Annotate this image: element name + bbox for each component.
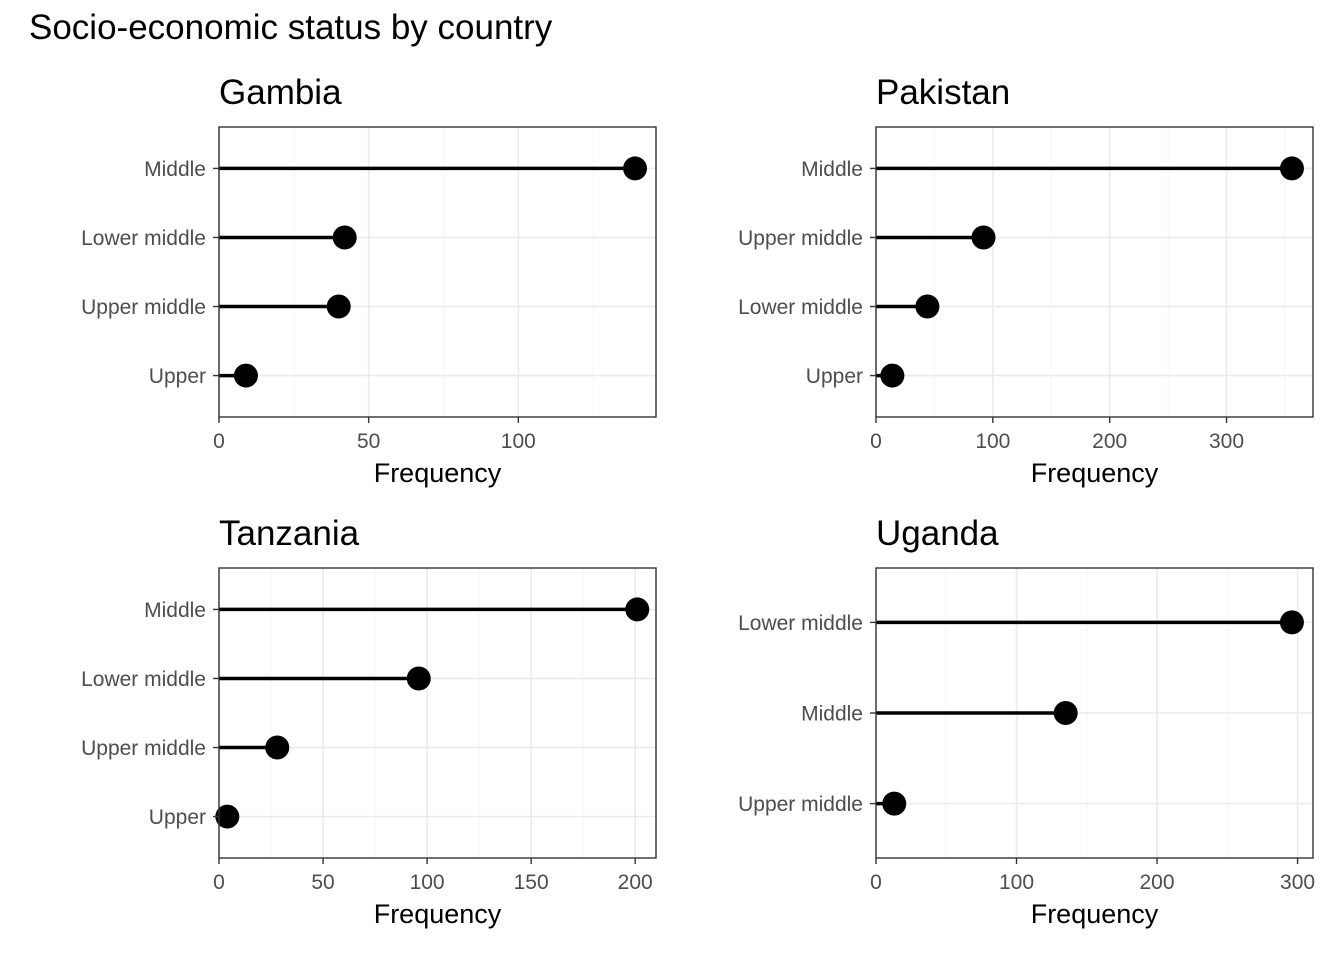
panel-title: Gambia (219, 73, 342, 112)
lollipop-point (406, 666, 431, 691)
x-tick-label: 50 (311, 871, 334, 894)
lollipop-point (882, 791, 907, 816)
category-label: Upper (806, 365, 863, 388)
category-label: Middle (144, 599, 206, 622)
lollipop-point (215, 804, 240, 829)
x-tick-label: 200 (618, 871, 653, 894)
panel-gambia: Middle Lower middle Upper middle Upper 0 50 10… (81, 73, 657, 488)
x-tick-label: 50 (357, 430, 380, 453)
x-axis-title: Frequency (374, 458, 502, 488)
panel-background (219, 127, 656, 417)
lollipop-point (326, 294, 351, 319)
x-tick-label: 300 (1209, 430, 1244, 453)
lollipop-point (332, 225, 357, 250)
x-tick-label: 0 (213, 430, 225, 453)
x-tick-label: 150 (514, 871, 549, 894)
lollipop-point (233, 363, 258, 388)
category-label: Middle (144, 158, 206, 181)
lollipop-point (880, 363, 905, 388)
panel-background (876, 127, 1313, 417)
x-axis-title: Frequency (1031, 899, 1159, 929)
category-label: Upper middle (738, 227, 863, 250)
lollipop-point (623, 156, 648, 181)
category-label: Upper (149, 365, 206, 388)
x-tick-label: 0 (213, 871, 225, 894)
panel-background (219, 568, 656, 858)
category-label: Upper middle (738, 793, 863, 816)
x-tick-label: 200 (1140, 871, 1175, 894)
category-label: Middle (801, 703, 863, 726)
x-axis-title: Frequency (1031, 458, 1159, 488)
x-tick-label: 0 (870, 871, 882, 894)
lollipop-point (1279, 610, 1304, 635)
x-tick-label: 100 (501, 430, 536, 453)
lollipop-point (265, 735, 290, 760)
category-label: Upper middle (81, 737, 206, 760)
panel-border (218, 126, 657, 418)
x-tick-label: 100 (975, 430, 1010, 453)
category-label: Lower middle (81, 227, 206, 250)
panel-uganda: Lower middle Middle Upper middle 0 100 200 300… (738, 514, 1315, 929)
x-tick-label: 300 (1280, 871, 1315, 894)
lollipop-point (1053, 701, 1078, 725)
category-label: Upper middle (81, 296, 206, 319)
category-label: Lower middle (81, 668, 206, 691)
panel-title: Tanzania (219, 514, 360, 553)
panel-pakistan: Middle Upper middle Lower middle Upper 0 100 2… (738, 73, 1314, 488)
lollipop-point (1279, 156, 1304, 181)
x-tick-label: 100 (410, 871, 445, 894)
category-label: Lower middle (738, 612, 863, 635)
x-tick-label: 0 (870, 430, 882, 453)
main-title: Socio-economic status by country (29, 8, 553, 47)
lollipop-point (915, 294, 940, 319)
lollipop-point (625, 597, 650, 622)
category-label: Middle (801, 158, 863, 181)
x-tick-label: 200 (1092, 430, 1127, 453)
panel-border (218, 567, 657, 859)
panel-tanzania: Middle Lower middle Upper middle Upper 0 50 10… (81, 514, 657, 929)
x-axis-title: Frequency (374, 899, 502, 929)
panel-border (875, 126, 1314, 418)
category-label: Lower middle (738, 296, 863, 319)
x-tick-label: 100 (999, 871, 1034, 894)
category-label: Upper (149, 806, 206, 829)
panel-title: Pakistan (876, 73, 1010, 112)
lollipop-point (971, 225, 996, 250)
panel-title: Uganda (876, 514, 999, 553)
